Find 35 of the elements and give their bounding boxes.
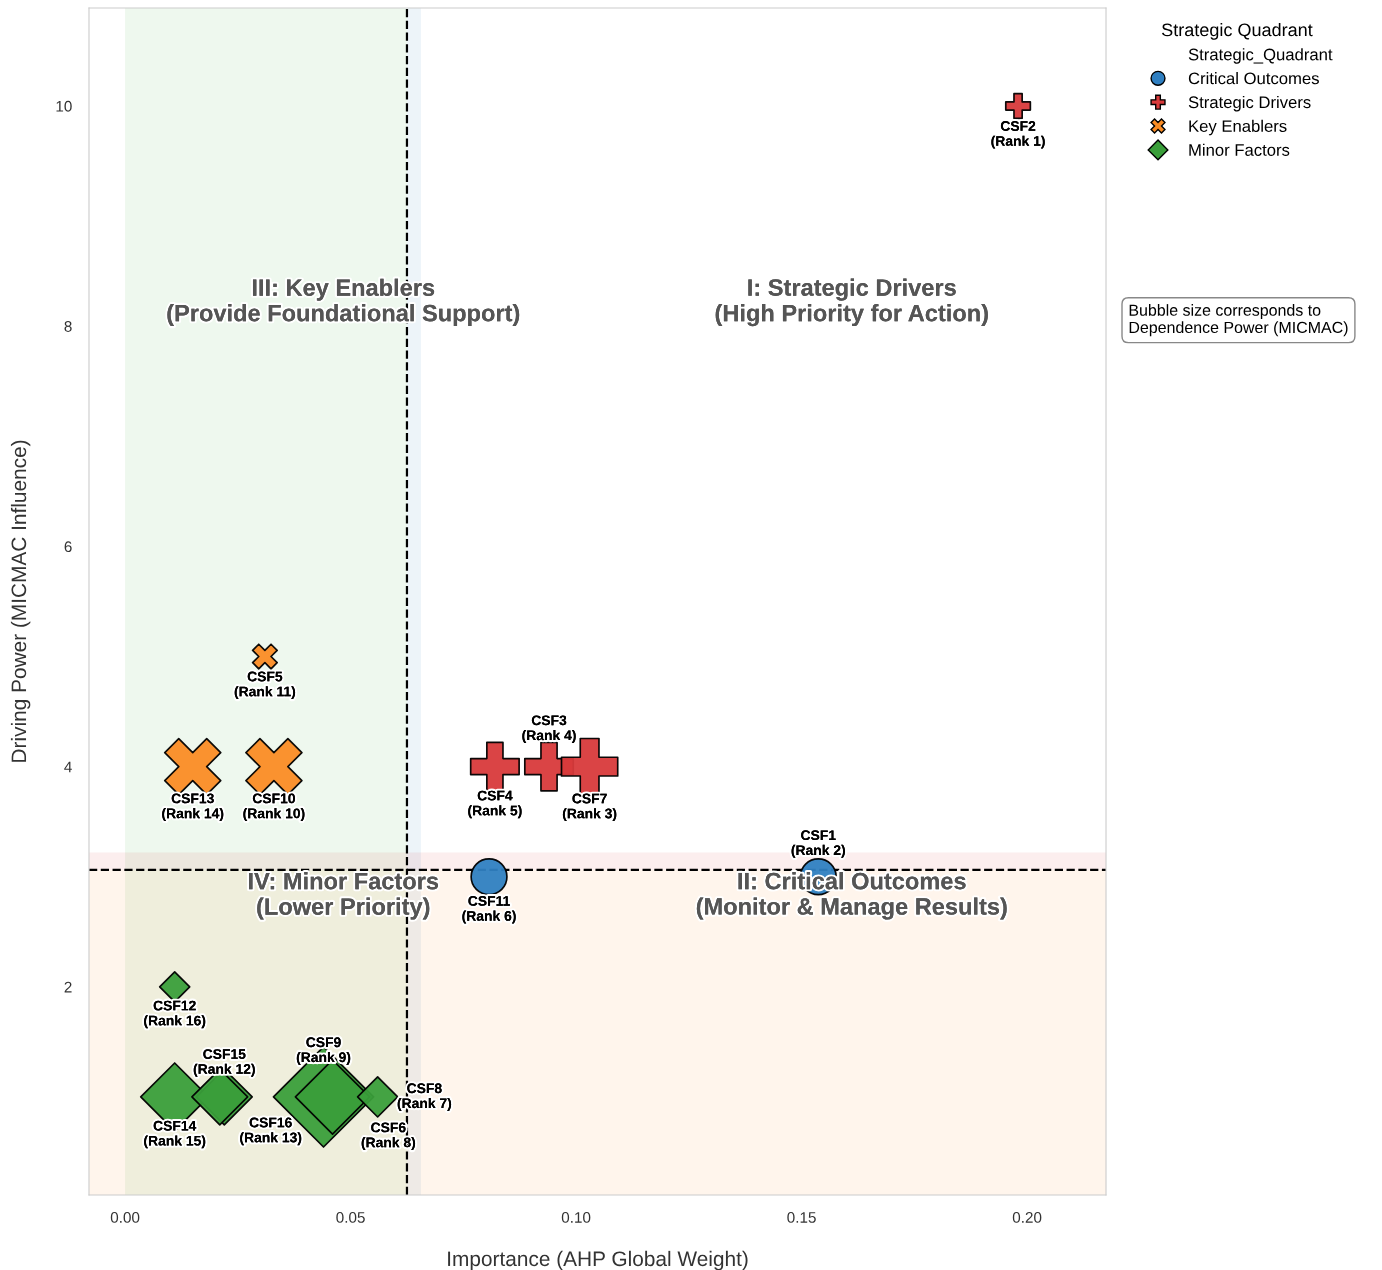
y-tick-label: 8: [64, 321, 72, 332]
y-axis-title: Driving Power (MICMAC Influence): [10, 440, 31, 762]
annotation: IV: Minor Factors (Lower Priority): [249, 872, 439, 920]
legend-title: Strategic Quadrant: [1162, 23, 1313, 40]
y-tick-label: 6: [64, 541, 72, 553]
data-label: CSF5 (Rank 11): [234, 671, 296, 700]
data-label: CSF3 (Rank 4): [522, 715, 576, 743]
text: Strategic_Quadrant: [1188, 48, 1333, 64]
legend-label: Minor Factors: [1189, 143, 1290, 156]
x-tick-label: 0.05: [336, 1212, 365, 1223]
data-label: CSF1 (Rank 2): [791, 830, 845, 858]
data-label: CSF2 (Rank 1): [991, 121, 1045, 149]
data-label: CSF16 (Rank 13): [240, 1117, 302, 1146]
y-tick-label: 10: [56, 100, 72, 112]
data-label: CSF4 (Rank 5): [468, 790, 522, 819]
data-label: CSF12 (Rank 16): [144, 1000, 206, 1029]
legend-label: Key Enablers: [1189, 119, 1287, 136]
y-tick-label: 2: [64, 981, 72, 993]
x-tick-label: 0.10: [561, 1212, 591, 1223]
y-tick-label: 4: [64, 761, 72, 773]
x-axis-title: Importance (AHP Global Weight): [448, 1250, 748, 1270]
legend-label: Critical Outcomes: [1188, 72, 1319, 85]
legend-label: Strategic Drivers: [1188, 95, 1311, 112]
data-label: CSF13 (Rank 14): [162, 793, 224, 822]
x-tick-label: 0.20: [1012, 1212, 1042, 1223]
x-tick-label: 0.00: [110, 1212, 140, 1223]
data-label: CSF7 (Rank 3): [562, 793, 617, 822]
data-label: CSF10 (Rank 10): [243, 793, 305, 822]
annotation: III: Key Enablers (Provide Foundational Support): [167, 278, 520, 327]
text: Bubble size corresponds to Dependence Power (MICMAC): [1129, 304, 1348, 337]
data-label: CSF15 (Rank 12): [193, 1049, 255, 1077]
x-tick-label: 0.15: [787, 1212, 816, 1223]
data-label: CSF8 (Rank 7): [397, 1083, 452, 1111]
data-label: CSF11 (Rank 6): [462, 896, 516, 924]
annotation: I: Strategic Drivers (High Priority for Action): [715, 278, 988, 327]
